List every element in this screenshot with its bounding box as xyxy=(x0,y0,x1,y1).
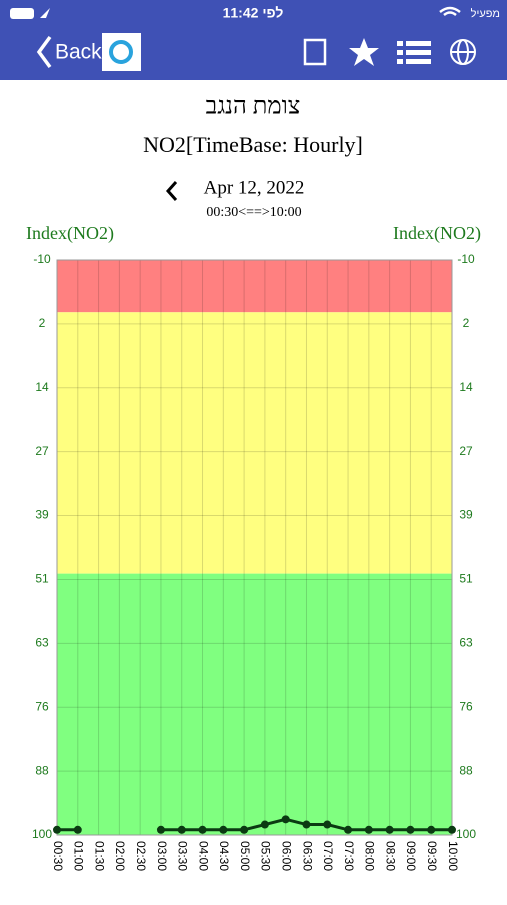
data-point xyxy=(281,815,290,824)
y-tick-label: 14 xyxy=(35,380,49,394)
y2-tick-label: 88 xyxy=(459,763,473,777)
y-tick-label: 39 xyxy=(35,508,49,522)
plot-frame xyxy=(56,259,453,836)
y-tick-label: 100 xyxy=(32,827,52,841)
y2-tick-label: 63 xyxy=(459,635,473,649)
data-point xyxy=(219,825,228,834)
y-tick-label: 2 xyxy=(39,316,46,330)
favorite-icon[interactable] xyxy=(349,38,379,66)
y-tick-label: 63 xyxy=(35,635,49,649)
data-point xyxy=(156,825,165,834)
data-point xyxy=(385,825,394,834)
y2-tick-label: 51 xyxy=(459,572,473,586)
x-tick-label: 05:30 xyxy=(259,841,273,871)
data-point xyxy=(364,825,373,834)
y-axis-label: Index(NO2) xyxy=(26,223,114,244)
edit-icon[interactable] xyxy=(303,38,327,66)
x-tick-label: 08:00 xyxy=(363,841,377,871)
x-tick-label: 04:30 xyxy=(217,841,231,871)
chart-subtitle: NO2[TimeBase: Hourly] xyxy=(143,132,363,157)
x-tick-label: 08:30 xyxy=(383,841,397,871)
time-range: 00:30<==>10:00 xyxy=(206,205,301,220)
status-carrier: מפעיל xyxy=(471,7,500,20)
data-point xyxy=(406,825,415,834)
x-tick-label: 05:00 xyxy=(238,841,252,871)
list-icon[interactable] xyxy=(397,41,431,64)
y2-tick-label: 76 xyxy=(459,699,473,713)
x-tick-label: 01:00 xyxy=(72,841,86,871)
y-tick-label: 88 xyxy=(35,763,49,777)
x-tick-label: 01:30 xyxy=(92,841,106,871)
data-point xyxy=(323,820,332,829)
data-point xyxy=(260,820,269,829)
y2-tick-label: 39 xyxy=(459,508,473,522)
y2-tick-label: 100 xyxy=(456,827,476,841)
x-tick-label: 02:00 xyxy=(113,841,127,871)
y2-tick-label: -10 xyxy=(457,252,475,266)
app-logo xyxy=(102,33,141,71)
app-bar-bg xyxy=(0,0,507,80)
logo-mark xyxy=(109,40,133,64)
x-tick-label: 04:00 xyxy=(196,841,210,871)
data-point xyxy=(427,825,436,834)
y-tick-label: -10 xyxy=(33,252,51,266)
back-button[interactable]: Back xyxy=(55,41,102,64)
x-tick-label: 06:00 xyxy=(280,841,294,871)
back-chevron[interactable] xyxy=(36,35,52,69)
station-title: צומת הנגב xyxy=(206,94,301,120)
band xyxy=(57,573,452,835)
globe-icon[interactable] xyxy=(450,39,476,65)
y-tick-label: 27 xyxy=(35,444,49,458)
battery-icon xyxy=(10,8,34,19)
data-point xyxy=(344,825,353,834)
x-tick-label: 00:30 xyxy=(51,841,65,871)
wifi-icon xyxy=(439,6,461,17)
data-point xyxy=(240,825,249,834)
x-tick-label: 03:00 xyxy=(155,841,169,871)
y-tick-label: 51 xyxy=(35,572,49,586)
data-point xyxy=(73,825,82,834)
x-tick-label: 10:00 xyxy=(446,841,460,871)
status-time: 11:42 לפי xyxy=(223,5,284,21)
data-point xyxy=(448,825,456,834)
y2-tick-label: 27 xyxy=(459,444,473,458)
y2-axis-label: Index(NO2) xyxy=(393,223,481,244)
x-tick-label: 09:30 xyxy=(425,841,439,871)
x-tick-label: 03:30 xyxy=(176,841,190,871)
location-icon xyxy=(40,8,50,18)
band xyxy=(57,260,452,313)
band xyxy=(57,312,452,574)
data-point xyxy=(177,825,186,834)
y-tick-label: 76 xyxy=(35,699,49,713)
date-label: Apr 12, 2022 xyxy=(204,177,305,198)
x-tick-label: 02:30 xyxy=(134,841,148,871)
prev-date[interactable] xyxy=(165,181,178,201)
x-tick-label: 06:30 xyxy=(300,841,314,871)
x-tick-label: 09:00 xyxy=(404,841,418,871)
data-point xyxy=(198,825,207,834)
y2-tick-label: 2 xyxy=(463,316,470,330)
x-tick-label: 07:30 xyxy=(342,841,356,871)
y2-tick-label: 14 xyxy=(459,380,473,394)
x-tick-label: 07:00 xyxy=(321,841,335,871)
data-point xyxy=(53,825,61,834)
data-point xyxy=(302,820,311,829)
